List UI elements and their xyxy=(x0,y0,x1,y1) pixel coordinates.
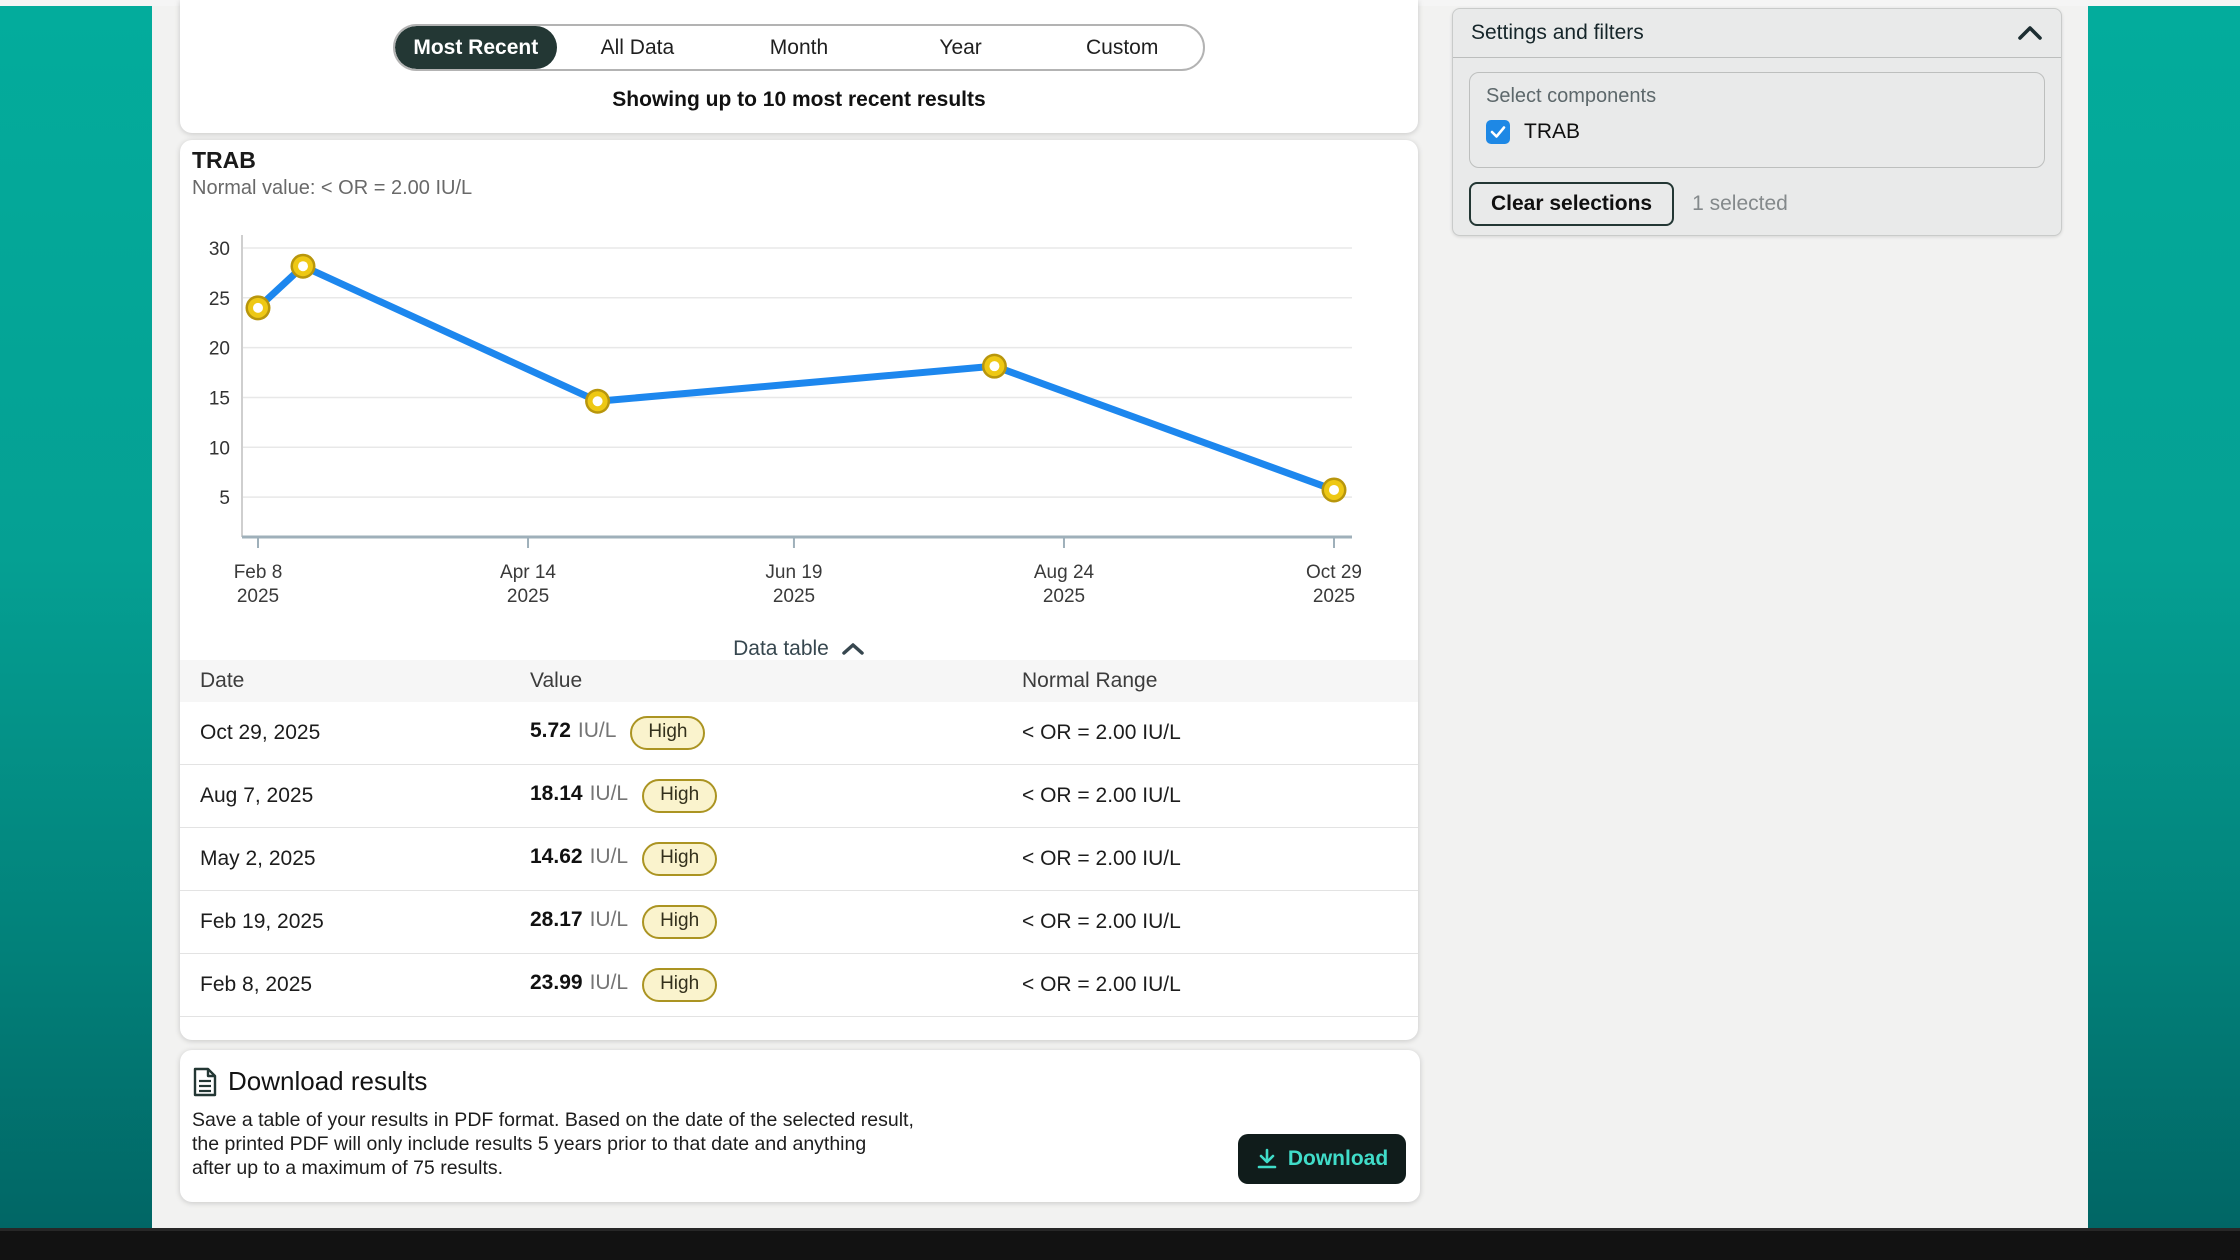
time-range-card: Most Recent All Data Month Year Custom Showi… xyxy=(180,0,1418,133)
settings-panel: Settings and filters Select components T… xyxy=(1452,8,2062,236)
svg-text:2025: 2025 xyxy=(507,586,549,607)
trab-chart-card: TRAB Normal value: < OR = 2.00 IU/L 5 10 1… xyxy=(180,140,1418,1040)
left-background-band xyxy=(0,6,152,1228)
svg-text:2025: 2025 xyxy=(1043,586,1085,607)
component-checkbox-label: TRAB xyxy=(1524,120,1581,143)
selected-count: 1 selected xyxy=(1692,192,1788,215)
table-row: Feb 8, 2025 23.99 IU/L High < OR = 2.00 IU/L xyxy=(180,954,1418,1017)
column-date: Date xyxy=(200,669,245,692)
document-icon xyxy=(193,1067,217,1096)
normal-value-label: Normal value: < OR = 2.00 IU/L xyxy=(192,177,473,199)
results-table: Date Value Normal Range Oct 29, 2025 5.72… xyxy=(180,660,1418,1017)
svg-text:5: 5 xyxy=(219,488,230,509)
high-badge: High xyxy=(642,779,718,813)
tab-custom[interactable]: Custom xyxy=(1085,35,1159,59)
download-results-card: Download results Save a table of your re… xyxy=(180,1050,1420,1202)
download-button-label: Download xyxy=(1287,1147,1389,1170)
right-background-band xyxy=(2088,6,2240,1228)
result-normal-range: < OR = 2.00 IU/L xyxy=(1022,973,1181,996)
high-badge: High xyxy=(642,842,718,876)
time-range-tabs: Most Recent All Data Month Year Custom xyxy=(393,24,1205,71)
chevron-up-icon xyxy=(842,643,864,655)
data-table-toggle-label: Data table xyxy=(733,637,829,660)
result-date: Oct 29, 2025 xyxy=(200,721,321,744)
svg-text:2025: 2025 xyxy=(1313,586,1355,607)
high-badge: High xyxy=(630,716,706,750)
select-components-label: Select components xyxy=(1486,85,1657,107)
download-description: Save a table of your results in PDF form… xyxy=(192,1109,914,1179)
tab-month[interactable]: Month xyxy=(769,35,829,59)
result-normal-range: < OR = 2.00 IU/L xyxy=(1022,721,1181,744)
high-badge: High xyxy=(642,905,718,939)
result-value: 28.17 IU/L High xyxy=(530,905,1022,939)
svg-text:20: 20 xyxy=(209,339,230,360)
download-icon xyxy=(1257,1148,1277,1169)
svg-text:30: 30 xyxy=(209,239,230,260)
tab-all-data[interactable]: All Data xyxy=(600,35,675,59)
download-results-title: Download results xyxy=(228,1066,428,1096)
svg-text:Aug 24: Aug 24 xyxy=(1034,562,1095,583)
svg-text:2025: 2025 xyxy=(773,586,815,607)
column-normal-range: Normal Range xyxy=(1022,669,1158,692)
result-normal-range: < OR = 2.00 IU/L xyxy=(1022,910,1181,933)
settings-panel-header[interactable]: Settings and filters xyxy=(1453,9,2061,58)
results-count-note: Showing up to 10 most recent results xyxy=(612,88,986,111)
result-value: 5.72 IU/L High xyxy=(530,716,1022,750)
svg-text:Jun 19: Jun 19 xyxy=(765,562,822,583)
table-row: Feb 19, 2025 28.17 IU/L High < OR = 2.00 IU/… xyxy=(180,891,1418,954)
high-badge: High xyxy=(642,968,718,1002)
clear-selections-button[interactable]: Clear selections xyxy=(1469,182,1675,226)
table-header: Date Value Normal Range xyxy=(180,660,1418,702)
table-row: May 2, 2025 14.62 IU/L High < OR = 2.00 IU/L xyxy=(180,828,1418,891)
result-value: 14.62 IU/L High xyxy=(530,842,1022,876)
data-table-toggle[interactable]: Data table xyxy=(180,634,1418,664)
result-normal-range: < OR = 2.00 IU/L xyxy=(1022,784,1181,807)
result-value: 18.14 IU/L High xyxy=(530,779,1022,813)
component-option-trab[interactable]: TRAB xyxy=(1486,120,2028,144)
tab-year[interactable]: Year xyxy=(939,35,982,59)
svg-text:Apr 14: Apr 14 xyxy=(500,562,556,583)
svg-text:25: 25 xyxy=(209,289,230,310)
table-row: Aug 7, 2025 18.14 IU/L High < OR = 2.00 IU/L xyxy=(180,765,1418,828)
svg-text:2025: 2025 xyxy=(237,586,279,607)
result-date: Feb 8, 2025 xyxy=(200,973,313,996)
table-body: Oct 29, 2025 5.72 IU/L High < OR = 2.00 IU/L… xyxy=(180,702,1418,1017)
svg-text:Feb 8: Feb 8 xyxy=(234,562,283,583)
svg-text:15: 15 xyxy=(209,388,230,409)
component-title: TRAB xyxy=(192,147,256,173)
settings-panel-title: Settings and filters xyxy=(1471,21,1644,44)
result-value: 23.99 IU/L High xyxy=(530,968,1022,1002)
column-value: Value xyxy=(530,669,583,692)
table-row: Oct 29, 2025 5.72 IU/L High < OR = 2.00 IU/L xyxy=(180,702,1418,765)
settings-actions: Clear selections 1 selected xyxy=(1469,182,2045,226)
checkmark-icon xyxy=(1490,126,1506,138)
result-date: May 2, 2025 xyxy=(200,847,316,870)
select-components-group: Select components TRAB xyxy=(1469,72,2045,168)
download-results-heading: Download results xyxy=(192,1066,427,1097)
result-date: Aug 7, 2025 xyxy=(200,784,314,807)
bottom-bar xyxy=(0,1228,2240,1260)
trab-checkbox[interactable] xyxy=(1486,120,1510,144)
chevron-up-icon xyxy=(2018,26,2042,40)
download-button[interactable]: Download xyxy=(1238,1134,1406,1184)
result-normal-range: < OR = 2.00 IU/L xyxy=(1022,847,1181,870)
svg-text:10: 10 xyxy=(209,438,230,459)
svg-text:Oct 29: Oct 29 xyxy=(1306,562,1362,583)
tab-most-recent[interactable]: Most Recent xyxy=(395,26,557,69)
result-date: Feb 19, 2025 xyxy=(200,910,324,933)
